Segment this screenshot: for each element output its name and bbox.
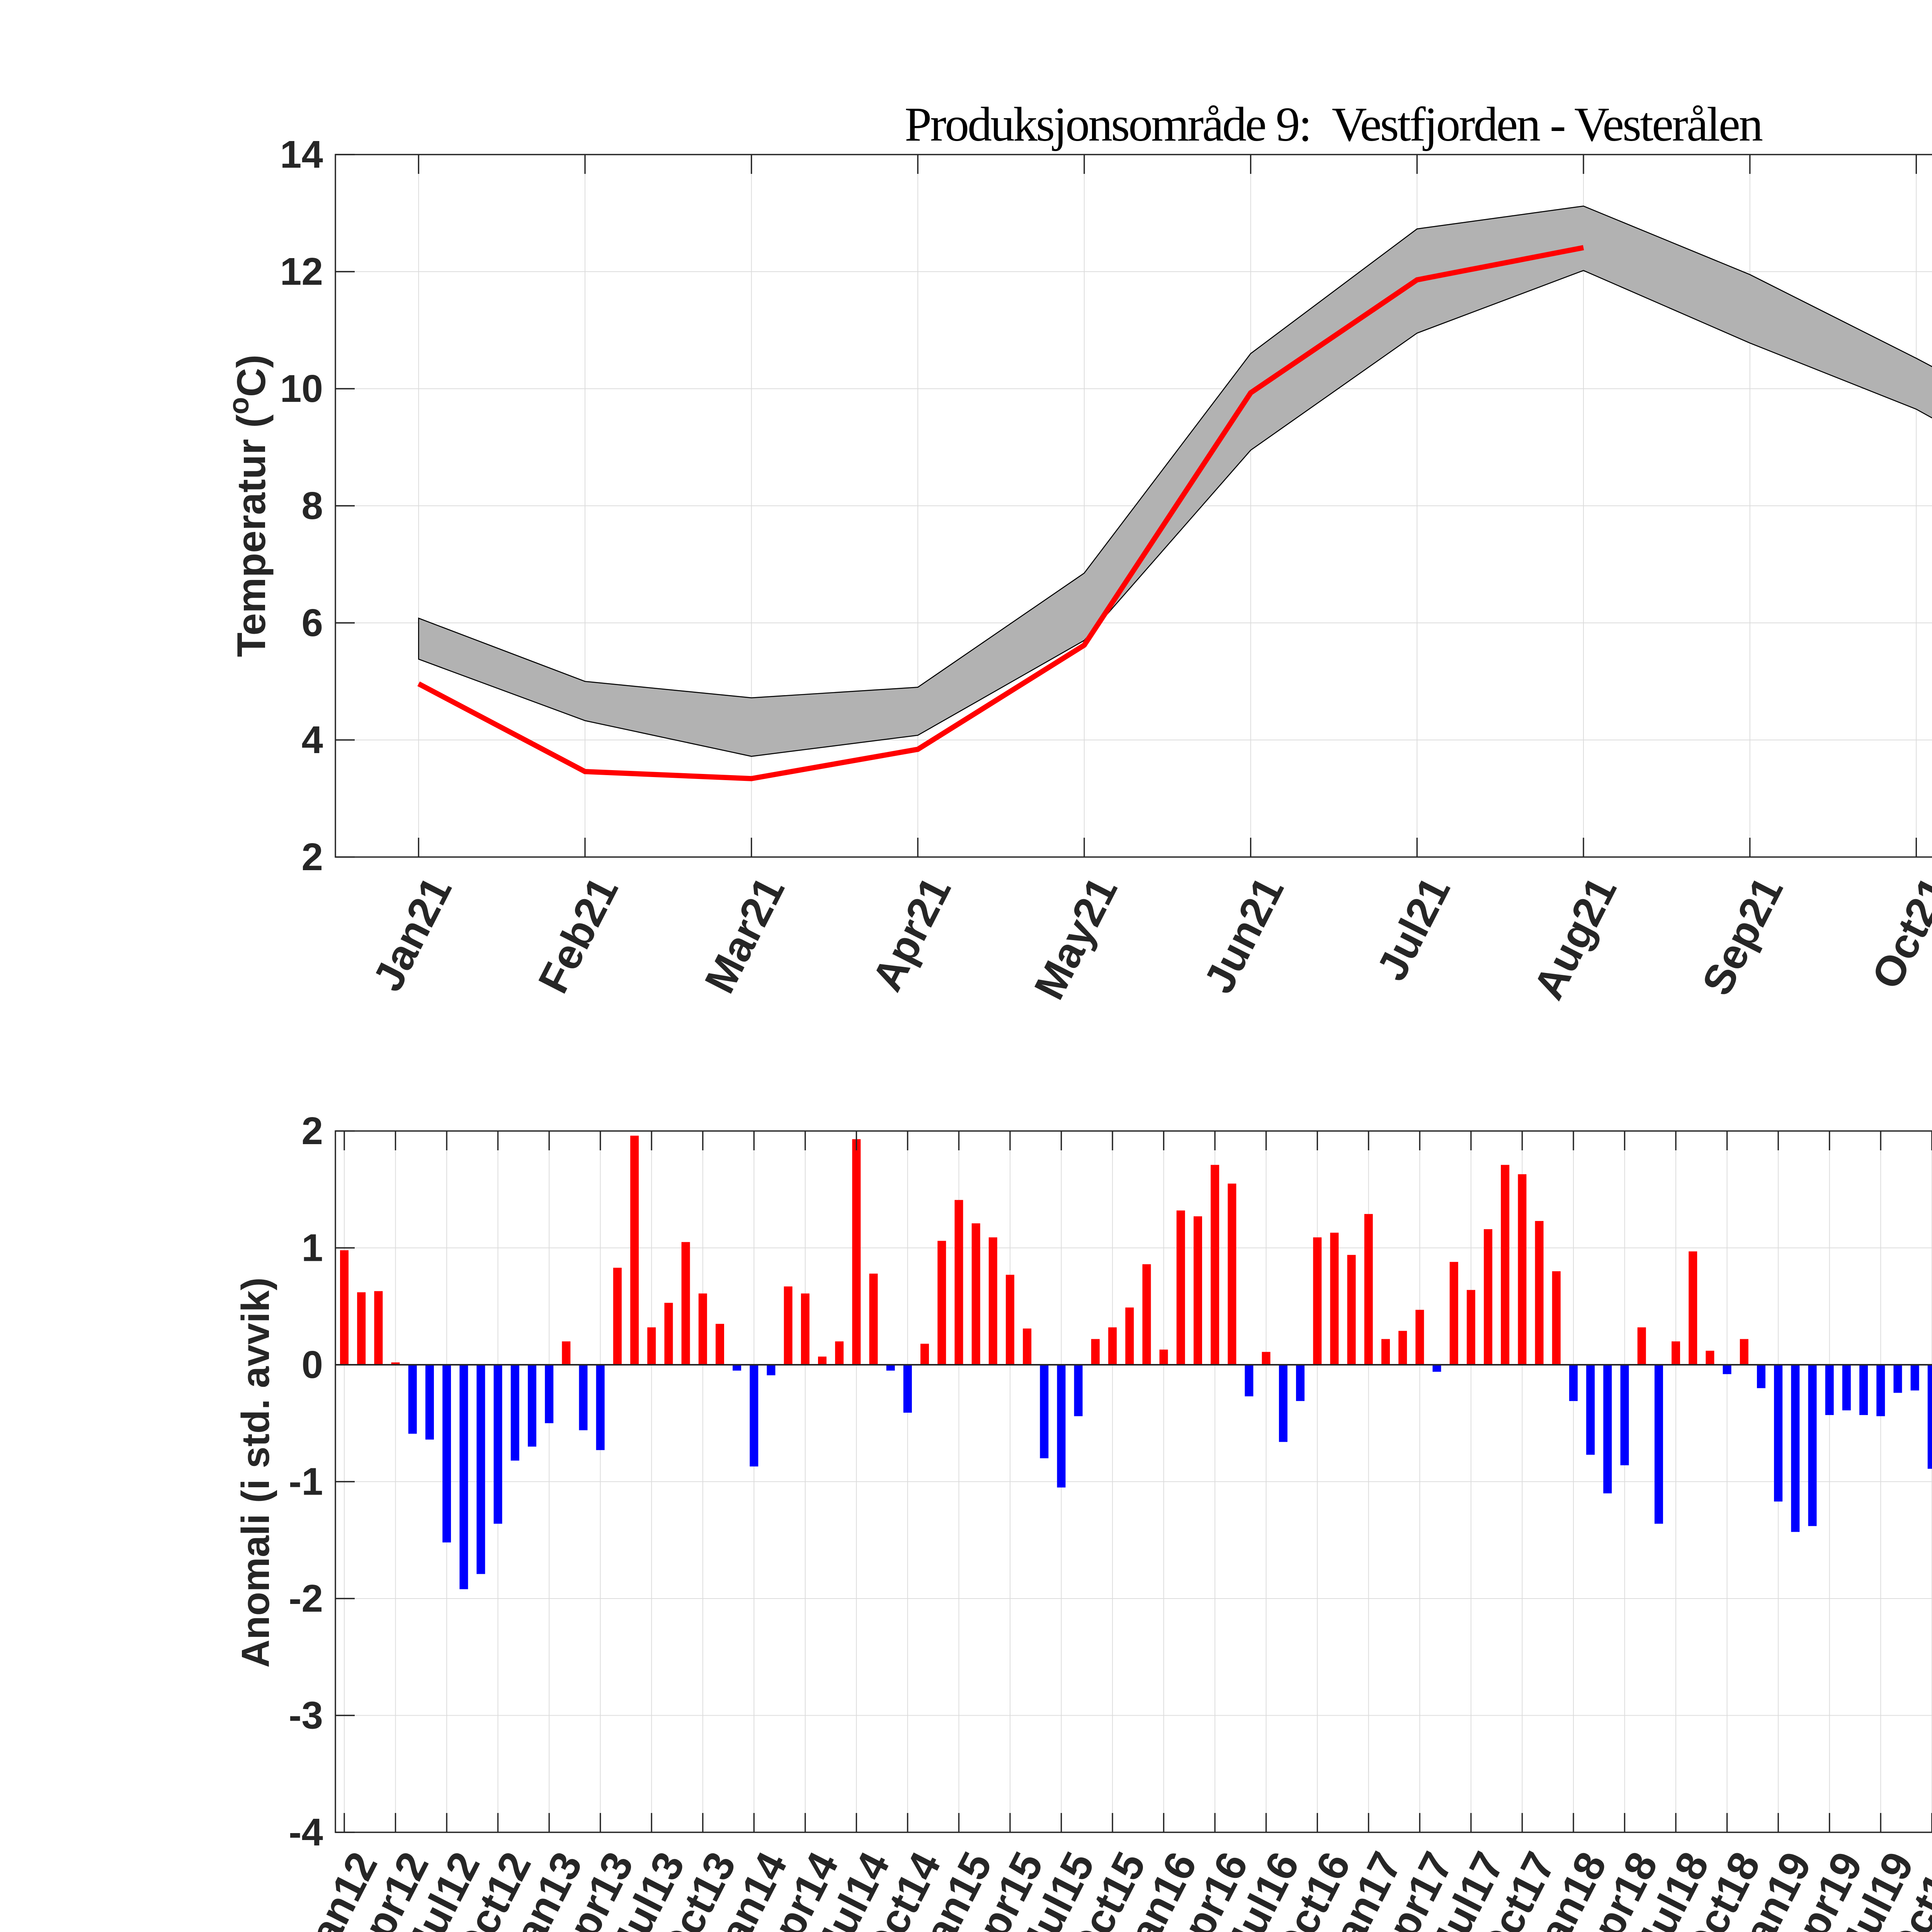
svg-text:-1: -1 <box>289 1460 323 1503</box>
svg-text:4: 4 <box>301 718 323 762</box>
svg-text:6: 6 <box>301 601 323 645</box>
svg-text:Temperatur (oC): Temperatur (oC) <box>223 355 274 657</box>
svg-text:14: 14 <box>280 133 323 176</box>
svg-text:10: 10 <box>280 367 323 410</box>
svg-text:Anomali (i std. avvik): Anomali (i std. avvik) <box>234 1277 277 1668</box>
svg-text:2: 2 <box>301 835 323 879</box>
svg-text:-3: -3 <box>289 1694 323 1737</box>
svg-text:-2: -2 <box>289 1577 323 1620</box>
svg-text:0: 0 <box>301 1343 323 1386</box>
svg-text:1: 1 <box>301 1226 323 1270</box>
svg-text:Produksjonsområde 9: Vestfjor: Produksjonsområde 9: Vestfjorden - Veste… <box>905 98 1763 151</box>
svg-text:8: 8 <box>301 484 323 527</box>
svg-text:-4: -4 <box>289 1811 323 1854</box>
svg-text:12: 12 <box>280 250 323 293</box>
svg-text:2: 2 <box>301 1109 323 1153</box>
